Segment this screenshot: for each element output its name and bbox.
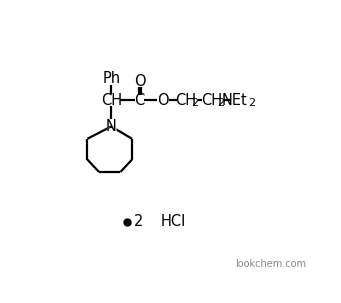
Text: 2: 2 [217, 98, 224, 108]
Text: 2: 2 [248, 98, 255, 108]
Text: O: O [157, 93, 169, 108]
Text: Ph: Ph [102, 71, 120, 86]
Text: N: N [106, 119, 117, 134]
Text: CH: CH [175, 93, 196, 108]
Text: 2: 2 [192, 98, 199, 108]
Text: N: N [105, 119, 117, 134]
Text: NEt: NEt [222, 93, 247, 108]
Text: C: C [135, 93, 145, 108]
Text: HCl: HCl [160, 215, 186, 229]
Text: O: O [134, 74, 146, 88]
Text: 2: 2 [134, 215, 144, 229]
Text: lookchem.com: lookchem.com [235, 258, 306, 268]
Text: CH: CH [101, 93, 122, 108]
Text: CH: CH [201, 93, 222, 108]
